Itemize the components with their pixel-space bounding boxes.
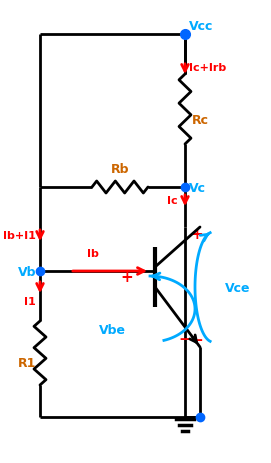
Text: Rc: Rc	[192, 113, 209, 126]
Text: R1: R1	[18, 357, 36, 369]
Text: I1: I1	[24, 296, 36, 307]
Text: +: +	[121, 269, 133, 284]
Text: +: +	[190, 227, 203, 242]
Text: Vcc: Vcc	[189, 20, 213, 33]
Text: Vce: Vce	[225, 281, 250, 294]
Text: Vc: Vc	[189, 181, 206, 194]
Text: −: −	[179, 332, 191, 347]
Text: Ic: Ic	[167, 195, 178, 206]
Text: Ic+Irb: Ic+Irb	[189, 63, 226, 73]
Text: Rb: Rb	[111, 163, 129, 175]
Text: Ib: Ib	[86, 249, 98, 258]
Text: Ib+I1: Ib+I1	[3, 231, 36, 240]
Text: Vb: Vb	[18, 265, 36, 278]
Text: Vbe: Vbe	[99, 323, 126, 336]
Text: −: −	[190, 333, 203, 348]
